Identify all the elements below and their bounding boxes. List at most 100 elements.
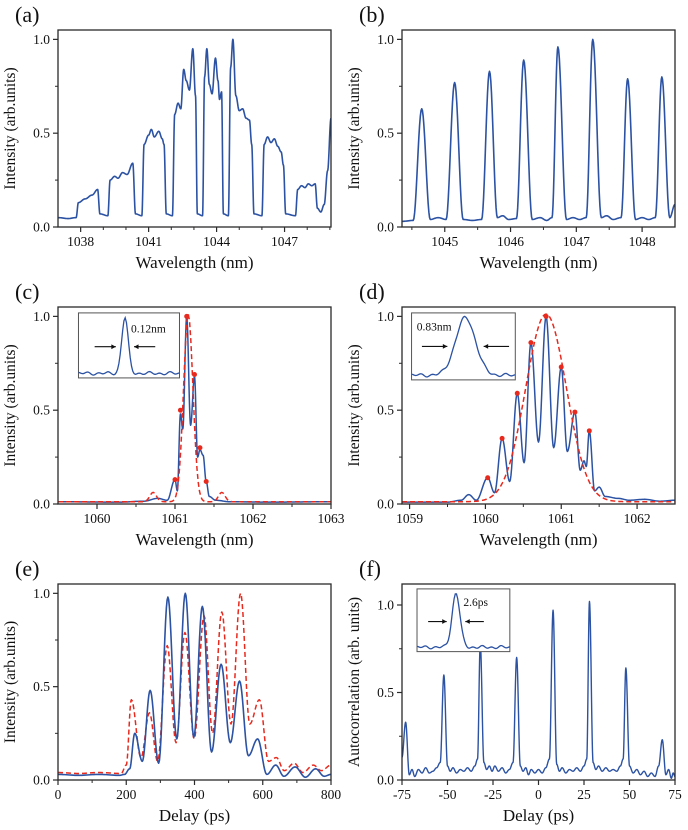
x-axis-label: Delay (ps): [503, 806, 574, 825]
series-group: [58, 592, 331, 778]
panel-f-chart: -75 -50 -25 0 25 50 75 0.0 0.5 1.0 Delay (ps) Autoc…: [346, 583, 682, 825]
y-tick-label: 0.0: [377, 773, 394, 788]
multiwavelength-spectrum-line: [58, 38, 331, 220]
y-tick-label: 0.5: [377, 126, 394, 141]
y-axis-label: Autocorrelation (arb. units): [346, 597, 363, 767]
x-tick-label: 1041: [135, 234, 162, 249]
x-tick-label: -25: [484, 787, 502, 802]
panel-c-chart: 1060 1061 1062 1063 0.0 0.5 1.0 Wavelength (nm)…: [2, 306, 345, 549]
measured-spectrum-line: [58, 315, 331, 503]
envelope-sample-dots: [177, 407, 183, 413]
simulated-pulse-train-line: [58, 592, 331, 775]
panel-b: (b) 1045 1046 1047 1048 0.0 0.5 1.0 Wavelength …: [344, 0, 688, 277]
inset-width-label: 0.12nm: [131, 323, 166, 335]
y-tick-label: 0.0: [377, 497, 394, 512]
autocorrelation-trace-line: [402, 600, 675, 779]
envelope-sample-dots: [192, 372, 197, 378]
envelope-sample-dots: [543, 313, 549, 319]
panel-d-label: (d): [359, 279, 385, 304]
series-group: [58, 313, 331, 503]
envelope-sample-dots: [499, 435, 505, 441]
x-tick-label: 1059: [396, 511, 423, 526]
x-tick-label: 1062: [240, 511, 267, 526]
y-tick-label: 1.0: [33, 32, 50, 47]
y-tick-label: 0.5: [33, 126, 50, 141]
panel-c-label: (c): [15, 279, 40, 304]
inset-box: [416, 588, 511, 653]
x-tick-label: 1046: [497, 234, 524, 249]
envelope-sample-dots: [485, 475, 491, 481]
inset-width-label: 0.83nm: [417, 321, 452, 333]
x-tick-label: 1047: [563, 234, 590, 249]
series-group: [402, 600, 675, 779]
panel-d-chart: 1059 1060 1061 1062 0.0 0.5 1.0 Wavelength (nm)…: [346, 306, 676, 549]
x-axis-label: Wavelength (nm): [135, 253, 253, 272]
x-tick-label: 25: [577, 787, 591, 802]
inset-arrow-right-head: [465, 619, 470, 624]
series-group: [58, 38, 331, 220]
panel-a-label: (a): [15, 2, 40, 27]
inset-curve: [78, 315, 180, 376]
x-tick-label: 1061: [162, 511, 189, 526]
plot-frame: [401, 29, 676, 228]
y-axis-label: Intensity (arb.units): [2, 621, 19, 743]
panel-e-label: (e): [15, 556, 40, 581]
y-tick-label: 1.0: [33, 586, 50, 601]
y-tick-label: 0.0: [33, 497, 50, 512]
inset-c: 0.12nm: [77, 312, 180, 379]
envelope-sample-dots: [203, 478, 209, 484]
x-tick-label: 1060: [472, 511, 499, 526]
panel-a: (a) 1038 1041 1044 1047 0.0 0.5 1.0 Wavelength …: [0, 0, 344, 277]
inset-arrow-left-head: [111, 344, 116, 350]
y-tick-label: 0.5: [33, 403, 50, 418]
x-tick-label: 1063: [318, 511, 345, 526]
plot-frame: [401, 583, 676, 781]
inset-curve: [411, 315, 516, 378]
envelope-sample-dots: [558, 364, 564, 370]
x-axis-label: Wavelength (nm): [479, 530, 597, 549]
y-tick-label: 1.0: [33, 309, 50, 324]
x-axis-label: Wavelength (nm): [135, 530, 253, 549]
y-tick-label: 1.0: [377, 32, 394, 47]
inset-f: 2.6ps: [416, 588, 511, 653]
y-axis-label: Intensity (arb.units): [2, 67, 19, 189]
panel-b-chart: 1045 1046 1047 1048 0.0 0.5 1.0 Wavelength (nm)…: [346, 29, 676, 272]
series-group: [402, 38, 675, 223]
y-axis-label: Intensity (arb.units): [2, 344, 19, 466]
panel-b-label: (b): [359, 2, 385, 27]
x-tick-label: 400: [184, 787, 205, 802]
envelope-sample-dots: [572, 409, 578, 415]
envelope-sample-dots: [184, 313, 190, 319]
x-tick-label: 1047: [271, 234, 298, 249]
x-tick-label: 600: [253, 787, 274, 802]
panel-f-label: (f): [359, 556, 381, 581]
x-tick-label: 200: [116, 787, 137, 802]
x-tick-label: 75: [668, 787, 682, 802]
envelope-sample-dots: [197, 445, 203, 451]
y-tick-label: 0.5: [377, 403, 394, 418]
y-tick-label: 0.0: [377, 220, 394, 235]
inset-curve: [416, 593, 511, 650]
envelope-sample-dots: [514, 390, 520, 396]
panel-d: (d) 1059 1060 1061 1062 0.0 0.5 1.0 Wavelength …: [344, 277, 688, 554]
x-tick-label: 1044: [203, 234, 230, 249]
x-tick-label: 0: [535, 787, 542, 802]
x-tick-label: 800: [321, 787, 342, 802]
measured-pulse-train-line: [58, 592, 331, 778]
plot-frame: [57, 583, 332, 781]
x-tick-label: -75: [393, 787, 411, 802]
plot-frame: [401, 306, 676, 505]
plot-frame: [57, 29, 332, 228]
x-tick-label: -50: [439, 787, 457, 802]
x-tick-label: 1038: [67, 234, 94, 249]
y-tick-label: 0.5: [33, 679, 50, 694]
panel-f: (f) -75 -50 -25 0 25 50 75 0.0 0.5 1.0 Delay (ps) A…: [344, 554, 688, 830]
y-tick-label: 0.0: [33, 773, 50, 788]
x-tick-label: 1061: [548, 511, 575, 526]
inset-arrow-left-head: [442, 619, 447, 624]
y-tick-label: 1.0: [377, 598, 394, 613]
panel-c: (c) 1060 1061 1062 1063 0.0 0.5 1.0 Wavelength …: [0, 277, 344, 554]
inset-arrow-right-head: [134, 344, 139, 350]
channel-spectrum-line: [402, 38, 675, 223]
panel-e-chart: 0 200 400 600 800 0.0 0.5 1.0 Delay (ps) Intensit…: [2, 583, 342, 825]
